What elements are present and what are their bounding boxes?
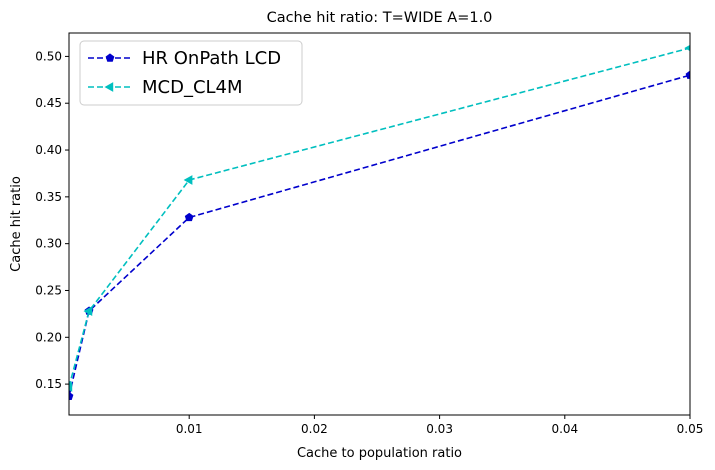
data-point — [685, 70, 690, 79]
y-tick-label: 0.25 — [35, 283, 62, 297]
series-2 — [69, 44, 690, 392]
legend-marker — [105, 53, 115, 62]
y-tick-label: 0.35 — [35, 190, 62, 204]
legend-label: MCD_CL4M — [142, 77, 243, 98]
data-point — [83, 306, 93, 316]
x-tick-label: 0.05 — [677, 422, 704, 436]
chart-title: Cache hit ratio: T=WIDE A=1.0 — [267, 10, 493, 26]
y-axis-label: Cache hit ratio — [9, 176, 24, 272]
legend-label: HR OnPath LCD — [142, 48, 281, 69]
legend-marker — [104, 82, 114, 92]
series-1 — [69, 70, 690, 401]
y-tick-label: 0.40 — [35, 143, 62, 157]
x-tick-label: 0.02 — [301, 422, 328, 436]
data-layer — [69, 44, 690, 401]
legend-item: MCD_CL4M — [88, 77, 243, 98]
y-axis: 0.15 0.20 0.25 0.30 0.35 0.40 0.45 0.50 — [35, 49, 69, 391]
data-point — [69, 391, 74, 401]
data-point — [183, 175, 193, 185]
x-tick-label: 0.04 — [551, 422, 578, 436]
data-point — [684, 44, 690, 52]
x-tick-label: 0.01 — [176, 422, 203, 436]
x-axis-label: Cache to population ratio — [297, 446, 462, 461]
x-axis: 0.01 0.02 0.03 0.04 0.05 — [176, 415, 704, 436]
series-line — [69, 74, 690, 397]
legend-box — [79, 40, 303, 106]
y-tick-label: 0.45 — [35, 96, 62, 110]
y-tick-label: 0.20 — [35, 330, 62, 344]
y-tick-label: 0.30 — [35, 237, 62, 251]
data-point — [184, 212, 194, 222]
plot-area — [69, 44, 690, 401]
series-line — [69, 47, 690, 388]
plot-frame — [68, 32, 691, 416]
legend-item: HR OnPath LCD — [88, 48, 281, 69]
x-tick-label: 0.03 — [426, 422, 453, 436]
y-tick-label: 0.15 — [35, 377, 62, 391]
data-point — [69, 382, 73, 392]
legend: HR OnPath LCD MCD_CL4M — [79, 40, 303, 106]
y-tick-label: 0.50 — [35, 49, 62, 63]
